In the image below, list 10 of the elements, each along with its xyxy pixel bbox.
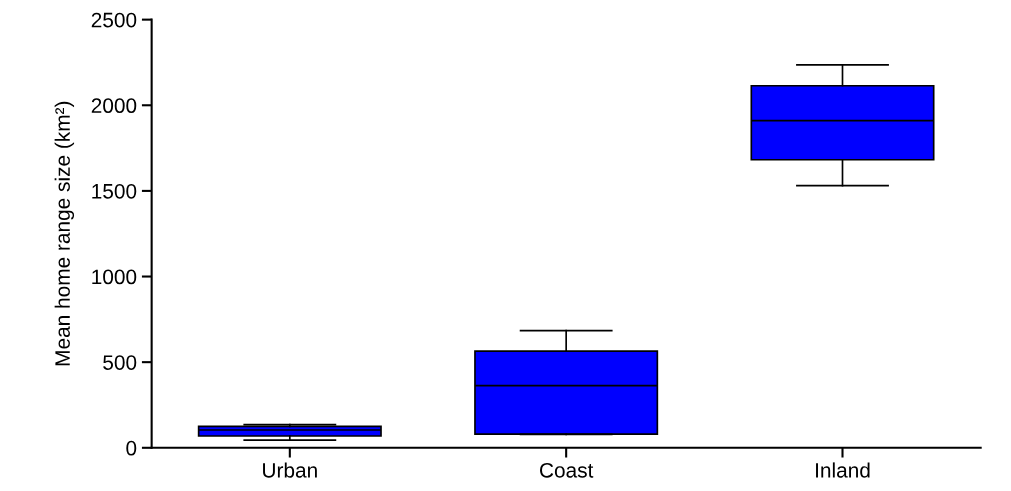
y-tick-label: 2000	[91, 98, 137, 114]
x-tick-label: Coast	[540, 462, 594, 478]
y-tick-label: 0	[126, 440, 137, 456]
y-tick-label: 2500	[91, 12, 137, 28]
y-tick-label: 500	[103, 355, 137, 370]
y-axis-title: Mean home range size (km²)	[54, 101, 75, 366]
x-tick-label: Inland	[816, 462, 870, 478]
y-tick-label: 1500	[92, 183, 137, 199]
x-tick-label: Urban	[263, 462, 317, 478]
y-tick-label: 1000	[92, 269, 137, 285]
